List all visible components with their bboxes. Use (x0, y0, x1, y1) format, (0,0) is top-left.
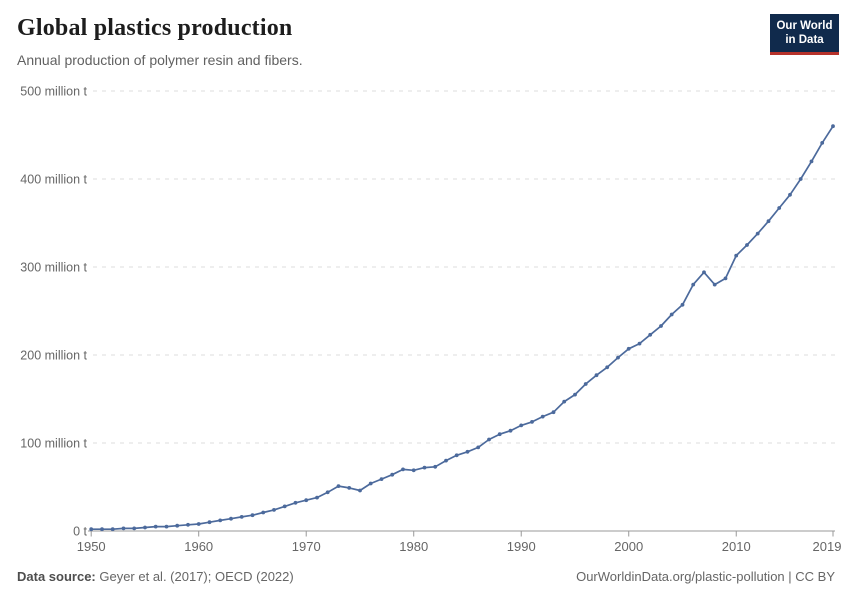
owid-logo-text-line2: in Data (785, 34, 824, 47)
owid-logo-text-line1: Our World (776, 20, 833, 32)
data-point-1982[interactable] (433, 464, 438, 469)
data-point-1961[interactable] (207, 520, 212, 525)
y-tick-label: 300 million t (20, 261, 87, 275)
data-point-2016[interactable] (798, 177, 803, 181)
data-point-1981[interactable] (422, 465, 427, 470)
data-point-1976[interactable] (368, 481, 373, 486)
data-point-1973[interactable] (336, 484, 341, 488)
data-point-1983[interactable] (444, 458, 448, 463)
data-point-1985[interactable] (465, 449, 470, 454)
data-point-1975[interactable] (358, 488, 362, 493)
data-point-2000[interactable] (626, 346, 631, 351)
chart-subtitle: Annual production of polymer resin and f… (17, 52, 303, 68)
data-point-2002[interactable] (648, 332, 653, 337)
y-tick-label: 400 million t (20, 173, 87, 187)
data-point-1990[interactable] (519, 423, 524, 428)
data-point-2019[interactable] (831, 124, 835, 129)
data-source-label: Data source: (17, 569, 96, 584)
data-point-1992[interactable] (540, 414, 545, 419)
data-point-1958[interactable] (175, 523, 180, 528)
data-point-1999[interactable] (616, 355, 620, 360)
data-point-2005[interactable] (680, 302, 685, 307)
data-point-1966[interactable] (261, 510, 266, 515)
data-point-1993[interactable] (551, 410, 556, 415)
data-point-1988[interactable] (497, 432, 502, 437)
y-tick-label: 200 million t (20, 349, 87, 363)
data-point-2013[interactable] (766, 219, 771, 224)
data-point-1954[interactable] (132, 526, 137, 531)
data-point-2009[interactable] (723, 276, 728, 281)
page-title: Global plastics production (17, 15, 293, 41)
data-point-1979[interactable] (401, 467, 405, 472)
x-tick-label: 1980 (399, 539, 428, 554)
data-point-2017[interactable] (809, 159, 814, 164)
data-point-2004[interactable] (669, 312, 674, 317)
owid-logo[interactable]: Our World in Data (770, 14, 839, 55)
data-point-2011[interactable] (745, 243, 749, 247)
data-point-1980[interactable] (411, 468, 416, 473)
data-point-1953[interactable] (121, 526, 126, 531)
data-point-1963[interactable] (229, 516, 233, 521)
data-point-1951[interactable] (100, 527, 104, 532)
data-source-value: Geyer et al. (2017); OECD (2022) (95, 569, 294, 584)
x-tick-label: 1970 (292, 539, 321, 554)
data-point-1971[interactable] (315, 495, 319, 500)
data-point-1968[interactable] (282, 504, 287, 509)
x-tick-label: 1960 (184, 539, 213, 554)
data-point-1977[interactable] (379, 477, 384, 481)
data-point-1962[interactable] (218, 518, 223, 523)
x-tick-label: 1950 (77, 539, 106, 554)
owid-license-link[interactable]: OurWorldinData.org/plastic-pollution | C… (576, 569, 835, 584)
x-tick-label: 1990 (507, 539, 536, 554)
data-point-1987[interactable] (487, 437, 491, 442)
data-point-1955[interactable] (143, 525, 147, 530)
data-point-1991[interactable] (530, 420, 534, 424)
data-point-1984[interactable] (454, 453, 459, 458)
data-point-1998[interactable] (605, 365, 610, 370)
data-point-2003[interactable] (659, 324, 663, 328)
data-point-1952[interactable] (110, 527, 115, 532)
data-point-2018[interactable] (820, 141, 825, 145)
data-point-1960[interactable] (196, 522, 201, 526)
x-tick-label: 2019 (813, 539, 842, 554)
data-point-1965[interactable] (250, 513, 255, 518)
y-tick-label: 500 million t (20, 85, 87, 99)
data-source-note: Data source: Geyer et al. (2017); OECD (… (17, 569, 294, 584)
data-point-1970[interactable] (304, 498, 309, 503)
data-point-1995[interactable] (573, 392, 577, 397)
data-point-1974[interactable] (347, 486, 352, 490)
data-point-1986[interactable] (476, 445, 481, 450)
x-tick-label: 2010 (722, 539, 751, 554)
data-point-1967[interactable] (272, 508, 276, 512)
data-point-1957[interactable] (164, 524, 169, 529)
data-point-1997[interactable] (594, 373, 599, 378)
data-point-1959[interactable] (186, 522, 190, 527)
data-point-1994[interactable] (562, 399, 567, 404)
data-point-2014[interactable] (777, 206, 782, 210)
data-point-2012[interactable] (755, 231, 760, 236)
data-point-1978[interactable] (390, 472, 395, 477)
data-point-1950[interactable] (89, 527, 94, 532)
data-point-2008[interactable] (712, 282, 717, 287)
data-point-2010[interactable] (734, 253, 739, 258)
data-point-2015[interactable] (788, 192, 792, 197)
data-point-1969[interactable] (293, 500, 298, 505)
data-point-1964[interactable] (239, 515, 244, 519)
data-point-1956[interactable] (153, 524, 158, 529)
y-tick-label: 100 million t (20, 437, 87, 451)
data-line-world[interactable] (90, 125, 834, 531)
data-point-1989[interactable] (508, 428, 513, 433)
data-point-1996[interactable] (583, 382, 588, 386)
y-tick-label: 0 t (73, 525, 87, 539)
data-point-1972[interactable] (325, 490, 330, 495)
data-point-2001[interactable] (637, 341, 642, 346)
data-point-2006[interactable] (691, 282, 696, 287)
data-point-2007[interactable] (702, 270, 706, 275)
x-tick-label: 2000 (614, 539, 643, 554)
